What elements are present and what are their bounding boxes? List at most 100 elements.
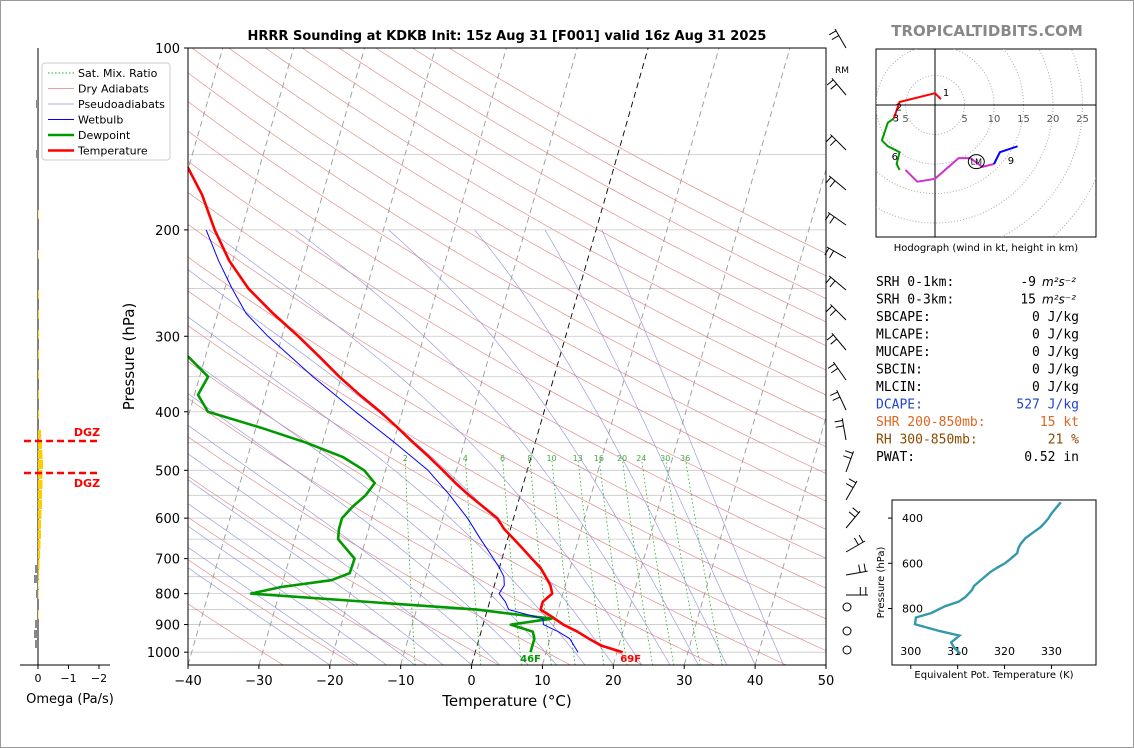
y-tick-label: 800 bbox=[155, 588, 180, 603]
omega-bar bbox=[36, 590, 38, 598]
chart-title: HRRR Sounding at KDKB Init: 15z Aug 31 [… bbox=[248, 29, 767, 44]
dry-adiabat-line bbox=[188, 223, 826, 589]
mixing-ratio-line bbox=[502, 459, 522, 665]
legend-entry-label: Dewpoint bbox=[78, 129, 131, 142]
wind-barb bbox=[828, 175, 847, 191]
theta-e-x-tick-label: 320 bbox=[994, 645, 1015, 658]
dry-adiabat-line bbox=[188, 191, 826, 559]
mixing-ratio-line bbox=[598, 459, 628, 665]
skewt-axes-frame bbox=[187, 47, 827, 666]
x-tick-label: 50 bbox=[818, 674, 835, 689]
x-axis-label: Temperature (°C) bbox=[441, 692, 571, 710]
wind-barb bbox=[834, 28, 847, 49]
omega-bar bbox=[38, 330, 39, 339]
hodograph-plot: 5 5 10 15 20 25 1 23 6 9 LM bbox=[876, 49, 1096, 237]
wind-barb bbox=[830, 134, 847, 151]
pseudoadiabat-line bbox=[188, 269, 614, 665]
pseudoadiabat-line bbox=[188, 479, 444, 665]
x-tick-label: 0 bbox=[467, 674, 475, 689]
theta-e-x-tick-label: 300 bbox=[900, 645, 921, 658]
omega-bar bbox=[38, 500, 42, 509]
hodograph-ring-label: 10 bbox=[988, 114, 1001, 125]
theta-e-y-tick-label: 800 bbox=[902, 602, 923, 615]
mixing-ratio-line bbox=[551, 459, 576, 665]
dry-adiabat-line bbox=[188, 130, 826, 502]
wind-barb bbox=[826, 246, 847, 259]
omega-tick-label: −2 bbox=[91, 672, 107, 685]
omega-bar bbox=[36, 100, 38, 108]
wind-barb-flag bbox=[824, 213, 831, 221]
omega-axis-label: Omega (Pa/s) bbox=[26, 692, 114, 707]
omega-bar bbox=[38, 580, 39, 589]
storm-motion-lm-label: LM bbox=[971, 158, 982, 167]
mixing-ratio-line bbox=[685, 459, 723, 665]
dry-adiabat-line bbox=[188, 516, 428, 665]
index-unit: m²s⁻² bbox=[1042, 293, 1076, 307]
dry-adiabat-line bbox=[188, 475, 499, 665]
mixing-ratio-label: 16 bbox=[594, 454, 604, 463]
wetbulb-profile-line bbox=[205, 229, 579, 653]
pseudoadiabat-line bbox=[188, 547, 359, 665]
theta-e-profile-line bbox=[913, 501, 1062, 655]
hodograph-height-label: 1 bbox=[943, 88, 949, 99]
isotherm-gridline bbox=[612, 48, 791, 665]
y-tick-label: 900 bbox=[155, 619, 180, 634]
omega-bar bbox=[38, 440, 42, 449]
index-label: MUCAPE: bbox=[876, 345, 931, 360]
isotherm-gridline bbox=[188, 48, 295, 419]
pseudoadiabat-line bbox=[188, 425, 501, 665]
dry-adiabat-line bbox=[188, 436, 571, 665]
mixing-ratio-line bbox=[641, 459, 675, 665]
x-tick-label: −10 bbox=[387, 674, 414, 689]
wind-barb bbox=[841, 418, 847, 441]
index-value: -9 bbox=[1020, 275, 1036, 290]
omega-tick-label: 0 bbox=[35, 672, 42, 685]
wind-barb bbox=[845, 540, 866, 553]
mixing-ratio-label: 2 bbox=[403, 454, 408, 463]
hodograph-trace bbox=[892, 92, 942, 119]
theta-e-y-axis-label: Pressure (hPa) bbox=[876, 547, 887, 619]
dry-adiabat-line bbox=[188, 325, 787, 665]
index-label: SHR 200-850mb: bbox=[876, 415, 986, 430]
hodograph-height-label: 9 bbox=[1008, 156, 1014, 167]
isotherm-gridline bbox=[471, 48, 649, 665]
pseudoadiabat-line bbox=[208, 229, 642, 665]
wind-barb bbox=[832, 361, 847, 381]
dry-adiabat-line bbox=[188, 290, 826, 651]
index-value: 0 J/kg bbox=[1032, 380, 1079, 395]
mixing-ratio-label: 13 bbox=[573, 454, 583, 463]
legend-entry-label: Wetbulb bbox=[78, 114, 123, 127]
dry-adiabat-line bbox=[302, 48, 826, 347]
mixing-ratio-label: 8 bbox=[527, 454, 532, 463]
mixing-ratio-label: 36 bbox=[680, 454, 690, 463]
x-tick-label: −30 bbox=[245, 674, 272, 689]
omega-bar bbox=[38, 590, 39, 599]
hodograph-caption: Hodograph (wind in kt, height in km) bbox=[894, 243, 1079, 254]
hodograph-height-label: 3 bbox=[893, 114, 899, 125]
plot-area bbox=[188, 48, 826, 665]
omega-bar bbox=[38, 350, 39, 359]
wind-barb-flag bbox=[830, 338, 838, 345]
dry-adiabat-line bbox=[375, 48, 826, 299]
theta-e-y-tick-label: 600 bbox=[902, 557, 923, 570]
wind-barb-flag bbox=[831, 35, 840, 41]
y-tick-label: 200 bbox=[155, 224, 180, 239]
omega-bar bbox=[34, 575, 38, 583]
isotherm-gridline bbox=[188, 48, 366, 665]
omega-bar bbox=[35, 565, 38, 573]
mixing-ratio-line bbox=[404, 459, 416, 665]
wind-barb bbox=[845, 510, 861, 529]
index-value: 527 J/kg bbox=[1016, 398, 1079, 413]
mixing-ratio-line bbox=[665, 459, 701, 665]
mixing-ratio-label: 4 bbox=[463, 454, 468, 463]
isotherm-gridline bbox=[329, 48, 507, 665]
x-tick-label: 40 bbox=[747, 674, 764, 689]
wind-barb-flag bbox=[832, 396, 841, 401]
pseudoadiabat-line bbox=[388, 229, 699, 665]
index-value: 0.52 in bbox=[1024, 450, 1079, 465]
mixing-ratio-line bbox=[465, 459, 482, 665]
storm-motion-marker bbox=[967, 154, 985, 170]
wind-barb-flag bbox=[845, 450, 853, 454]
wind-barb bbox=[827, 211, 847, 226]
theta-e-x-tick-label: 330 bbox=[1041, 645, 1062, 658]
